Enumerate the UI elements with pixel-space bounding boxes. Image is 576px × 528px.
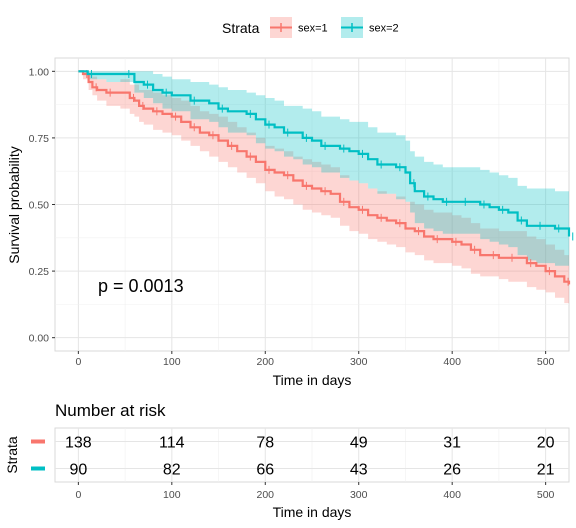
risk-x-tick-label: 400 — [443, 489, 461, 501]
survival-curves — [78, 69, 574, 286]
risk-table: Number at risk 138 114 78 49 31 20 90 82 66 43 26 2… — [4, 401, 570, 520]
x-tick-label: 100 — [163, 356, 181, 368]
risk-table-y-label: Strata — [4, 436, 20, 474]
confidence-band-sex-2 — [78, 71, 570, 274]
risk-table-strata-keys — [31, 439, 45, 471]
risk-table-title: Number at risk — [55, 401, 166, 420]
risk-x-tick-label: 100 — [163, 489, 181, 501]
x-tick-label: 500 — [537, 356, 555, 368]
legend-label-sex-1: sex=1 — [298, 23, 328, 35]
confidence-bands — [78, 71, 570, 306]
survival-curve-sex-2 — [78, 70, 571, 237]
risk-count-sex-2: 66 — [256, 462, 274, 479]
risk-count-sex-1: 78 — [256, 435, 274, 452]
y-tick-label: 0.75 — [29, 133, 50, 145]
x-axis-label: Time in days — [273, 372, 352, 388]
risk-count-sex-1: 31 — [443, 435, 461, 452]
y-tick-label: 0.00 — [29, 333, 50, 345]
risk-table-x-ticks: 0 100 200 300 400 500 — [75, 482, 555, 501]
risk-count-sex-2: 90 — [69, 462, 87, 479]
risk-count-sex-2: 43 — [350, 462, 368, 479]
risk-count-sex-1: 138 — [65, 435, 92, 452]
survival-plot: 0 100 200 300 400 500 0.00 0.25 0.50 0.75 1.00 Ti… — [6, 57, 574, 388]
y-tick-label: 1.00 — [29, 66, 50, 78]
risk-count-sex-1: 49 — [350, 435, 368, 452]
x-axis-ticks: 0 100 200 300 400 500 — [75, 351, 555, 368]
risk-table-cells: 138 114 78 49 31 20 90 82 66 43 26 21 — [65, 435, 555, 479]
y-axis-ticks: 0.00 0.25 0.50 0.75 1.00 — [29, 66, 55, 345]
confidence-band-sex-1 — [78, 71, 570, 306]
legend: Strata sex=1 sex=2 — [222, 17, 399, 38]
risk-count-sex-2: 26 — [443, 462, 461, 479]
risk-x-tick-label: 300 — [350, 489, 368, 501]
risk-count-sex-1: 114 — [159, 435, 185, 452]
y-tick-label: 0.50 — [29, 200, 50, 212]
risk-x-tick-label: 200 — [257, 489, 275, 501]
risk-table-x-label: Time in days — [273, 504, 352, 520]
p-value-annotation: p = 0.0013 — [98, 276, 184, 296]
risk-table-gridlines — [55, 428, 569, 482]
legend-title: Strata — [222, 20, 260, 36]
y-tick-label: 0.25 — [29, 266, 50, 278]
risk-count-sex-2: 21 — [537, 462, 555, 479]
risk-x-tick-label: 500 — [537, 489, 555, 501]
x-tick-label: 400 — [443, 356, 461, 368]
risk-x-tick-label: 0 — [75, 489, 81, 501]
x-tick-label: 0 — [75, 356, 81, 368]
x-tick-label: 200 — [257, 356, 275, 368]
risk-count-sex-1: 20 — [537, 435, 555, 452]
y-axis-label: Survival probability — [6, 146, 22, 264]
risk-count-sex-2: 82 — [163, 462, 181, 479]
x-tick-label: 300 — [350, 356, 368, 368]
legend-label-sex-2: sex=2 — [369, 23, 399, 35]
